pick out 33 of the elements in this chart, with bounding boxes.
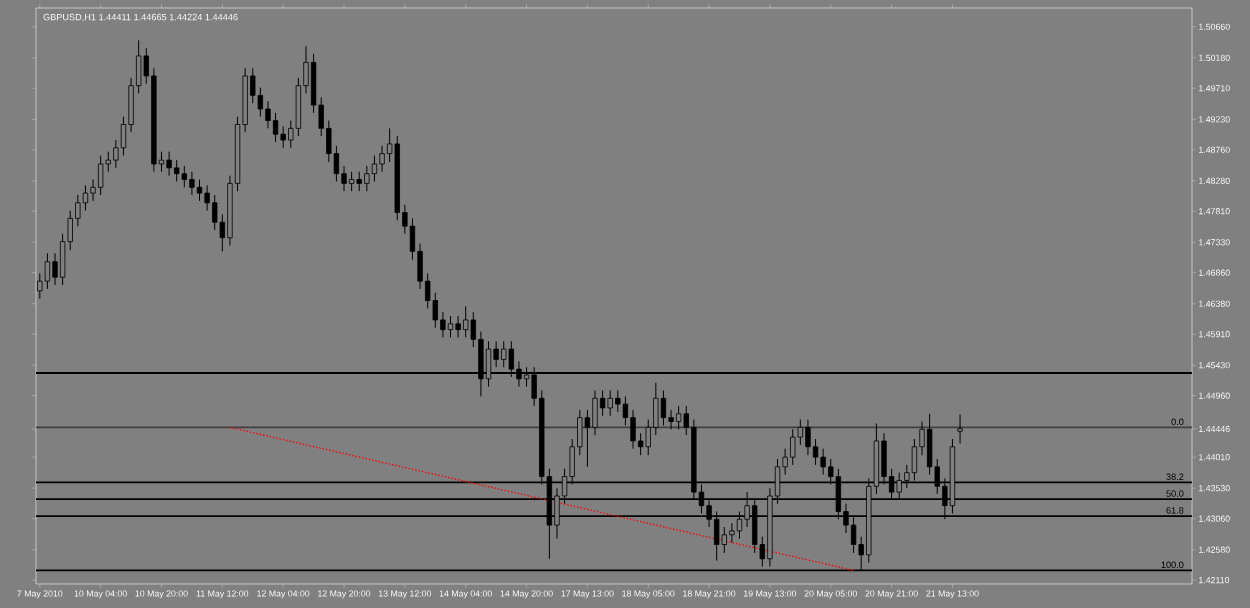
candlestick <box>957 413 963 445</box>
candlestick <box>379 145 385 173</box>
candlestick <box>181 165 187 188</box>
candlestick <box>82 184 89 212</box>
candlestick <box>166 151 172 177</box>
candlestick <box>371 155 378 182</box>
candlestick <box>97 155 104 196</box>
candlestick <box>265 100 271 129</box>
candlestick <box>721 526 727 554</box>
candlestick <box>501 340 507 368</box>
candlestick <box>675 405 682 430</box>
candlestick <box>463 305 469 338</box>
candlestick <box>615 389 621 413</box>
candlestick <box>660 389 667 426</box>
candlestick <box>729 522 735 544</box>
candlestick <box>356 171 362 192</box>
candlestick <box>348 171 355 192</box>
candlestick <box>189 171 195 196</box>
candlestick <box>44 252 51 290</box>
candlestick <box>272 112 279 143</box>
candlestick <box>820 448 826 476</box>
candlestick <box>212 194 218 231</box>
candlestick <box>364 165 370 192</box>
candlestick <box>455 315 461 338</box>
candlestick <box>592 389 598 436</box>
candlestick <box>630 409 636 450</box>
candlestick <box>196 179 203 202</box>
candlestick <box>447 315 454 338</box>
candlestick <box>607 389 613 417</box>
candlestick <box>280 125 286 149</box>
candlestick <box>805 419 811 456</box>
candlestick <box>790 428 796 466</box>
candlestick <box>174 159 180 182</box>
